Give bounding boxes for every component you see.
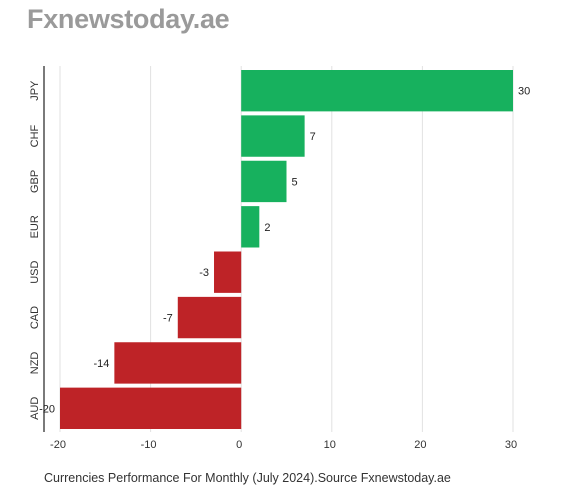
category-label: JPY	[29, 80, 41, 101]
bars	[60, 70, 513, 429]
category-label: CHF	[29, 124, 41, 147]
x-tick-label: 0	[236, 439, 242, 451]
category-label: CAD	[29, 306, 41, 329]
brand-title: Fxnewstoday.ae	[27, 4, 230, 34]
category-label: GBP	[29, 170, 41, 193]
bar-gbp	[241, 160, 287, 203]
data-labels: 30 7 5 2 -3 -7 -14 -20	[39, 86, 530, 416]
data-label: -3	[199, 267, 209, 279]
bar-usd	[214, 251, 242, 293]
x-tick-label: 10	[324, 439, 336, 451]
data-label: 5	[292, 176, 298, 188]
x-tick-label: -10	[141, 439, 157, 451]
chart-caption: Currencies Performance For Monthly (July…	[44, 471, 451, 485]
x-tick-label: -20	[50, 439, 66, 451]
category-label: AUD	[29, 397, 41, 420]
category-labels: JPY CHF GBP EUR USD CAD NZD AUD	[29, 80, 41, 420]
x-tick-labels: -20 -10 0 10 20 30	[50, 439, 517, 451]
bar-jpy	[241, 70, 513, 112]
data-label: 7	[310, 131, 316, 143]
bar-cad	[177, 296, 242, 339]
x-tick-label: 20	[414, 439, 426, 451]
data-label: 30	[518, 86, 530, 98]
data-label: -7	[163, 313, 173, 325]
x-tick-label: 30	[505, 439, 517, 451]
bar-chf	[241, 115, 305, 157]
category-label: USD	[29, 261, 41, 284]
data-label: 2	[264, 222, 270, 234]
data-label: -20	[39, 403, 55, 415]
bar-aud	[60, 387, 242, 429]
data-label: -14	[93, 358, 109, 370]
bar-nzd	[114, 342, 242, 384]
bar-eur	[241, 206, 260, 248]
category-label: EUR	[29, 215, 41, 238]
category-label: NZD	[29, 352, 41, 375]
